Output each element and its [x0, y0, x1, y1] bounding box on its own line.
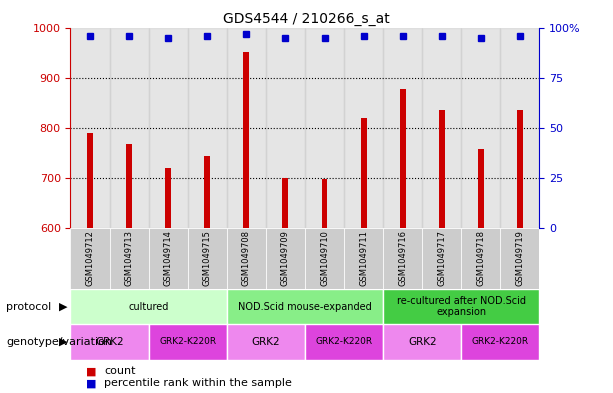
Bar	[422, 28, 462, 228]
Text: GRK2: GRK2	[251, 337, 280, 347]
Bar	[204, 156, 210, 228]
Text: GSM1049713: GSM1049713	[124, 230, 134, 286]
Text: cultured: cultured	[129, 301, 169, 312]
Bar	[227, 324, 305, 360]
Bar	[517, 110, 523, 228]
Bar	[126, 144, 132, 228]
Bar	[344, 28, 383, 228]
Text: GSM1049714: GSM1049714	[164, 230, 173, 286]
Text: ▶: ▶	[59, 337, 67, 347]
Bar	[383, 228, 422, 289]
Bar	[70, 289, 227, 324]
Bar	[87, 133, 93, 228]
Text: GSM1049716: GSM1049716	[398, 230, 407, 286]
Bar	[243, 51, 249, 228]
Bar	[266, 228, 305, 289]
Bar	[500, 28, 539, 228]
Text: GRK2-K220R: GRK2-K220R	[472, 338, 529, 346]
Text: GSM1049719: GSM1049719	[516, 230, 524, 286]
Text: GSM1049709: GSM1049709	[281, 230, 290, 286]
Text: re-cultured after NOD.Scid
expansion: re-cultured after NOD.Scid expansion	[397, 296, 526, 317]
Bar	[360, 118, 367, 228]
Text: GSM1049711: GSM1049711	[359, 230, 368, 286]
Bar	[439, 110, 444, 228]
Text: percentile rank within the sample: percentile rank within the sample	[104, 378, 292, 388]
Bar	[166, 168, 171, 228]
Text: ■: ■	[86, 366, 96, 376]
Text: genotype/variation: genotype/variation	[6, 337, 112, 347]
Text: NOD.Scid mouse-expanded: NOD.Scid mouse-expanded	[238, 301, 372, 312]
Text: count: count	[104, 366, 135, 376]
Bar	[110, 228, 149, 289]
Text: GRK2: GRK2	[95, 337, 124, 347]
Bar	[283, 178, 288, 228]
Bar	[383, 289, 539, 324]
Bar	[70, 324, 149, 360]
Bar	[227, 228, 266, 289]
Text: GSM1049718: GSM1049718	[476, 230, 485, 286]
Bar	[70, 228, 110, 289]
Bar	[188, 228, 227, 289]
Bar	[227, 289, 383, 324]
Bar	[462, 324, 539, 360]
Text: GSM1049708: GSM1049708	[242, 230, 251, 286]
Bar	[478, 149, 484, 228]
Bar	[110, 28, 149, 228]
Bar	[149, 228, 188, 289]
Text: GSM1049717: GSM1049717	[437, 230, 446, 286]
Text: GRK2-K220R: GRK2-K220R	[316, 338, 373, 346]
Bar	[422, 228, 462, 289]
Text: GSM1049712: GSM1049712	[86, 230, 94, 286]
Bar	[383, 324, 462, 360]
Text: GRK2: GRK2	[408, 337, 436, 347]
Text: protocol: protocol	[6, 301, 51, 312]
Text: GDS4544 / 210266_s_at: GDS4544 / 210266_s_at	[223, 12, 390, 26]
Bar	[70, 28, 110, 228]
Text: ■: ■	[86, 378, 96, 388]
Bar	[383, 28, 422, 228]
Bar	[462, 28, 500, 228]
Bar	[305, 228, 344, 289]
Text: GSM1049710: GSM1049710	[320, 230, 329, 286]
Bar	[266, 28, 305, 228]
Bar	[305, 28, 344, 228]
Bar	[322, 179, 327, 228]
Text: ▶: ▶	[59, 301, 67, 312]
Bar	[149, 28, 188, 228]
Bar	[500, 228, 539, 289]
Bar	[400, 89, 406, 228]
Text: GSM1049715: GSM1049715	[203, 230, 211, 286]
Bar	[149, 324, 227, 360]
Bar	[188, 28, 227, 228]
Bar	[462, 228, 500, 289]
Text: GRK2-K220R: GRK2-K220R	[159, 338, 216, 346]
Bar	[227, 28, 266, 228]
Bar	[344, 228, 383, 289]
Bar	[305, 324, 383, 360]
